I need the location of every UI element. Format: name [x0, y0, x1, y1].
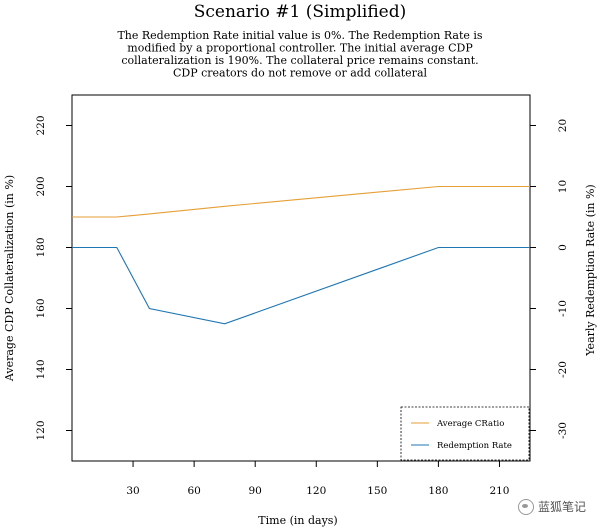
x-tick-label: 30	[126, 485, 139, 497]
y-left-tick-label: 120	[35, 420, 47, 440]
fox-logo-icon	[517, 498, 534, 515]
chart-subtitle-line: The Redemption Rate initial value is 0%.…	[117, 29, 482, 42]
y-left-tick-label: 140	[35, 359, 47, 379]
x-tick-label: 120	[306, 485, 326, 497]
y-axis-left-label: Average CDP Collateralization (in %)	[3, 175, 16, 382]
y-left-tick-label: 180	[35, 237, 47, 257]
y-right-tick-label: -10	[557, 300, 569, 317]
y-right-tick-label: 20	[557, 119, 569, 132]
x-tick-label: 180	[428, 485, 448, 497]
series-line-average-cratio	[72, 185, 530, 218]
legend-label: Redemption Rate	[437, 441, 512, 451]
x-tick-label: 150	[367, 485, 387, 497]
y-axis-left: 120 140 160 180 200 220	[35, 115, 72, 441]
series-layer	[72, 185, 530, 325]
y-axis-right: -30 -20 -10 0 10 20	[530, 119, 569, 439]
chart-subtitle-line: collateralization is 190%. The collatera…	[121, 54, 478, 67]
x-tick-label: 60	[187, 485, 200, 497]
x-axis-label: Time (in days)	[258, 514, 337, 527]
chart-subtitle-line: modified by a proportional controller. T…	[127, 42, 473, 55]
watermark-text: 蓝狐笔记	[537, 500, 586, 514]
x-tick-label: 90	[249, 485, 262, 497]
legend-label: Average CRatio	[436, 419, 504, 429]
y-left-tick-label: 160	[35, 298, 47, 318]
y-right-tick-label: -20	[557, 361, 569, 378]
watermark: 蓝狐笔记	[517, 498, 586, 515]
y-right-tick-label: 0	[557, 244, 569, 251]
plot-frame	[71, 94, 531, 462]
series-line-redemption-rate	[72, 246, 530, 325]
y-axis-right-label: Yearly Redemption Rate (in %)	[584, 184, 597, 356]
y-left-tick-label: 200	[35, 176, 47, 196]
chart-subtitle-line: CDP creators do not remove or add collat…	[173, 67, 428, 80]
legend: Average CRatio Redemption Rate	[400, 406, 530, 461]
chart-title: Scenario #1 (Simplified)	[194, 2, 406, 22]
chart-subtitle: The Redemption Rate initial value is 0%.…	[117, 29, 482, 80]
x-tick-label: 210	[489, 485, 509, 497]
legend-box	[400, 406, 530, 461]
y-right-tick-label: -30	[557, 422, 569, 439]
x-axis: 30 60 90 120 150 180 210	[126, 461, 509, 497]
y-left-tick-label: 220	[35, 115, 47, 135]
y-right-tick-label: 10	[557, 180, 569, 193]
